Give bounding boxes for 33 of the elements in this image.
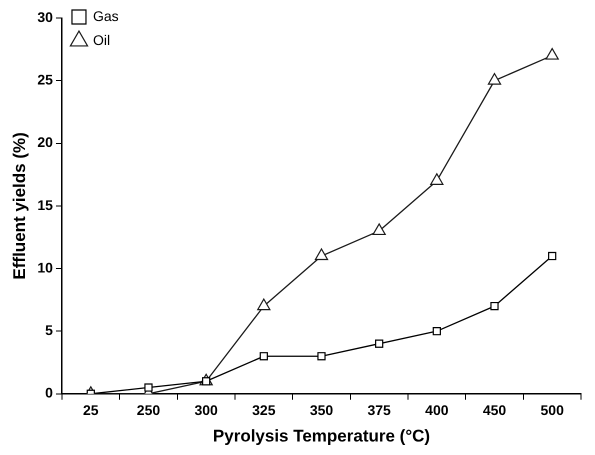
x-tick-label: 250 [136,402,160,418]
x-tick-label: 350 [310,402,334,418]
x-tick-label: 500 [540,402,564,418]
x-tick-label: 325 [252,402,276,418]
point [546,48,559,60]
point [260,352,268,360]
x-tick-label: 375 [367,402,392,418]
point [375,340,384,348]
point [488,73,502,85]
point [432,327,441,336]
point [144,383,153,392]
point [372,223,386,236]
point [257,298,270,310]
point [317,352,326,360]
legend-label: Oil [92,32,110,48]
y-tick-label: 5 [45,322,54,338]
y-tick-label: 30 [37,8,54,25]
x-tick-label: 25 [83,402,99,418]
x-axis-title: Pyrolysis Temperature (°C) [212,426,430,446]
y-tick-label: 10 [37,259,54,276]
y-axis-title: Effluent yields (%) [10,132,29,280]
x-tick-label: 300 [194,402,218,418]
y-tick-label: 25 [37,71,54,88]
y-tick-label: 20 [37,134,54,150]
point [430,173,444,185]
point [548,252,556,260]
x-tick-label: 400 [425,402,449,418]
point [314,248,328,260]
x-tick-label: 450 [482,402,506,418]
y-tick-label: 0 [45,384,54,401]
y-tick-label: 15 [37,196,54,213]
legend-label: Gas [92,8,119,24]
point [490,302,499,310]
